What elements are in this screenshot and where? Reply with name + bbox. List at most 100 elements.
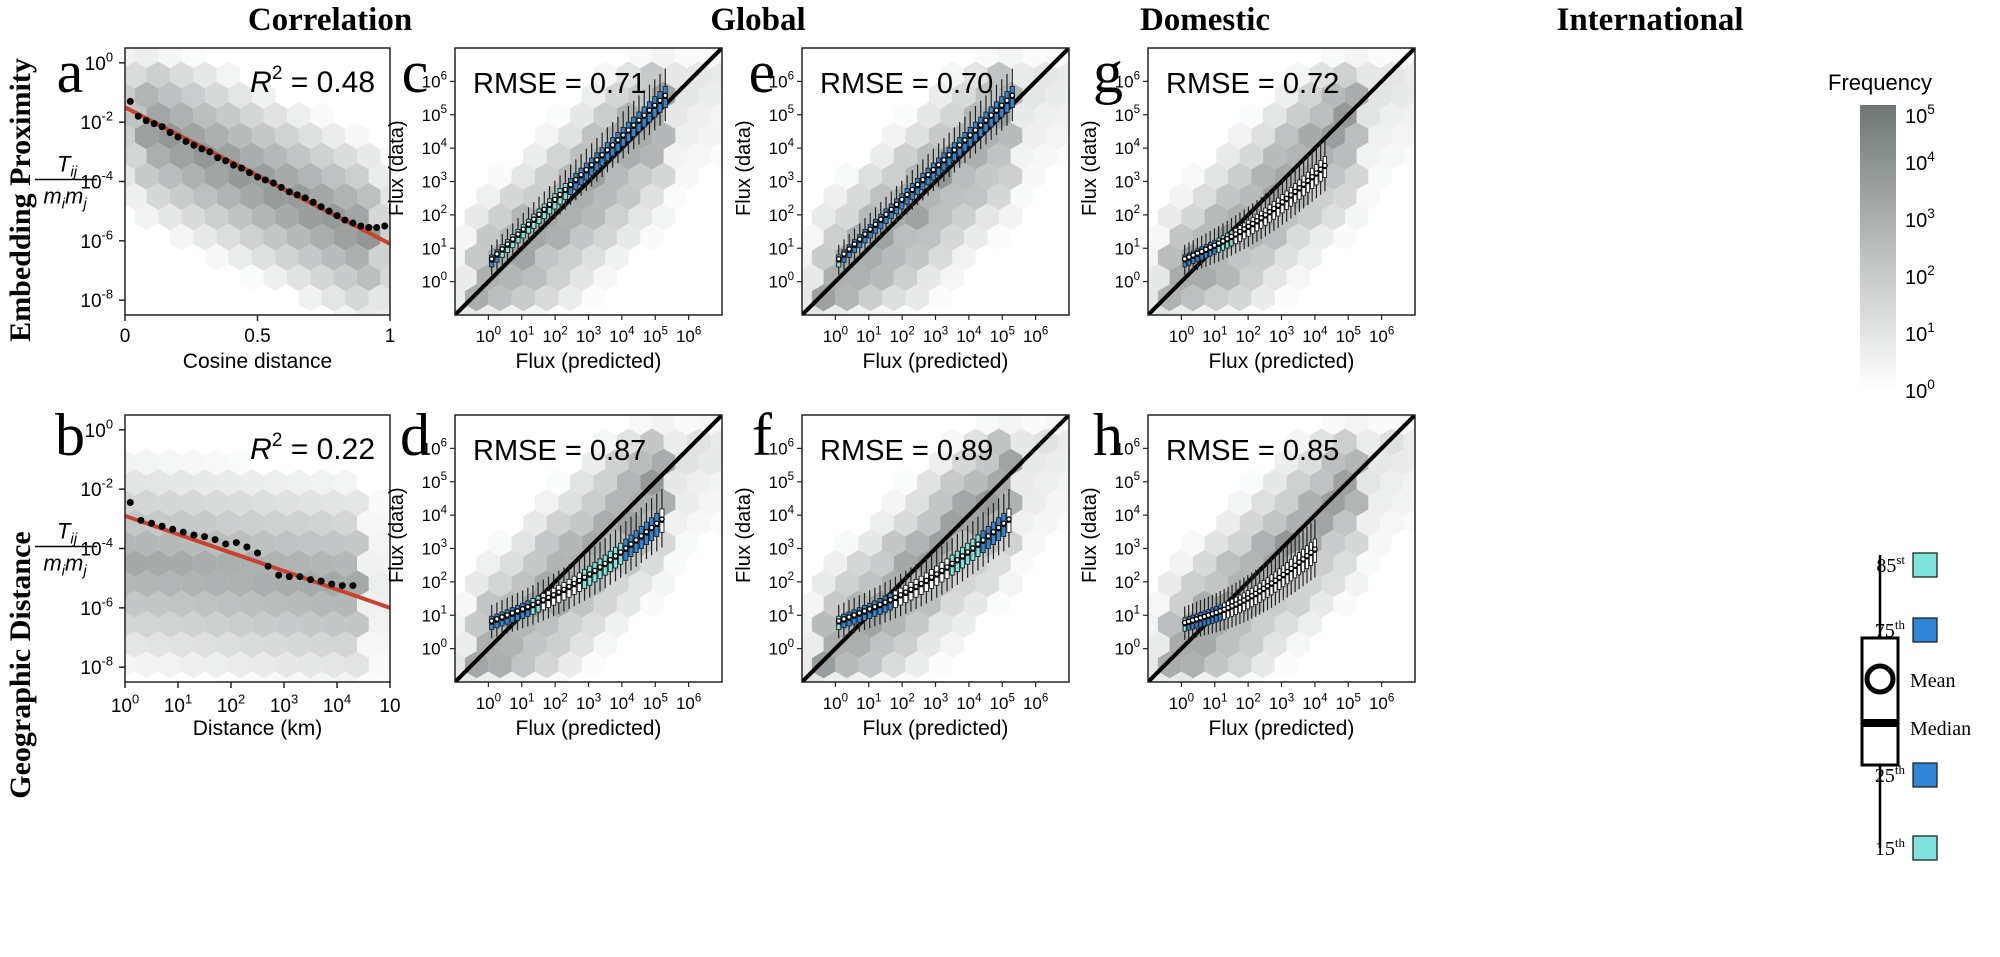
x-axis-label: Flux (predicted)	[863, 717, 1009, 740]
y-tick-label: 101	[1115, 238, 1140, 259]
y-tick-label: 106	[422, 71, 447, 92]
x-axis-label: Distance (km)	[193, 717, 323, 740]
colorbar-title: Frequency	[1828, 70, 1932, 95]
box-mean	[1296, 559, 1302, 566]
box-mean	[530, 601, 536, 608]
box-mean	[913, 583, 919, 590]
y-tick-label: 104	[769, 137, 795, 158]
box-mean	[1279, 199, 1286, 205]
x-tick-label: 106	[676, 325, 701, 346]
x-tick-label: 105	[1336, 325, 1361, 346]
x-tick-label: 100	[823, 692, 848, 713]
box-mean	[1004, 97, 1010, 104]
x-tick-label: 104	[956, 325, 982, 346]
panel-letter-g: g	[1093, 39, 1123, 105]
legend-label: Median	[1910, 718, 1971, 740]
box-mean	[530, 216, 537, 223]
box-mean	[883, 211, 889, 218]
box-mean	[504, 612, 511, 618]
row-title-embedding-proximity: Embedding Proximity	[4, 58, 37, 342]
y-tick-label: 104	[1115, 137, 1141, 158]
x-axis-label: Flux (predicted)	[516, 717, 662, 740]
box-mean	[604, 147, 611, 153]
x-tick-label: 103	[576, 325, 601, 346]
y-tick-label: 10-2	[80, 109, 113, 135]
data-point	[246, 169, 254, 177]
data-point	[174, 133, 182, 141]
box-mean	[615, 137, 621, 143]
box-mean	[939, 567, 945, 574]
box-mean	[546, 201, 553, 208]
x-tick-label: 101	[509, 325, 534, 346]
x-tick-label: 105	[643, 692, 668, 713]
box-mean	[653, 520, 660, 527]
box-mean	[918, 580, 925, 587]
data-point	[158, 522, 166, 530]
box-mean	[641, 112, 648, 119]
y-axis-label: Flux (data)	[1079, 487, 1101, 583]
data-point	[349, 582, 357, 590]
box-mean	[536, 211, 542, 218]
panel-letter-h: h	[1093, 402, 1123, 468]
box-mean	[964, 549, 971, 555]
panel-letter-f: f	[752, 402, 772, 468]
legend-label: 25th	[1875, 762, 1906, 787]
y-tick-label: 103	[422, 538, 447, 559]
box-mean	[646, 107, 653, 114]
box-mean	[555, 589, 562, 596]
box-mean	[851, 241, 858, 247]
data-point	[275, 571, 283, 579]
box-mean	[1262, 212, 1269, 218]
column-title-international: International	[1556, 2, 1743, 38]
y-tick-label: 102	[769, 204, 794, 225]
panel-a: 100 10-2 10-4 10-6 10-8 0 0.5 1 Cosine distance T…	[35, 39, 395, 373]
box-mean	[515, 231, 521, 238]
y-tick-label: 104	[422, 137, 448, 158]
y-tick-label: 100	[1115, 638, 1140, 659]
box-mean	[851, 612, 858, 618]
x-tick-label: 103	[923, 692, 948, 713]
box-mean	[1288, 565, 1295, 572]
data-point	[254, 549, 261, 557]
colorbar-tick-label: 105	[1905, 102, 1935, 128]
y-tick-label: 100	[1115, 271, 1140, 292]
box-mean	[597, 564, 603, 570]
rmse-label: RMSE = 0.71	[473, 68, 646, 100]
box-mean	[1271, 205, 1277, 212]
box-mean	[1284, 568, 1291, 575]
box-mean	[925, 171, 931, 178]
box-mean	[882, 599, 888, 606]
x-tick-label: 100	[1169, 325, 1194, 346]
data-point	[307, 576, 314, 584]
legend-swatch	[1912, 552, 1938, 578]
data-point	[365, 223, 373, 231]
box-mean	[499, 246, 506, 252]
data-point	[338, 582, 346, 590]
x-tick-label: 101	[509, 692, 534, 713]
x-tick-label: 0.5	[244, 326, 270, 347]
data-point	[333, 212, 341, 220]
box-mean	[622, 545, 629, 551]
box-mean	[609, 142, 616, 148]
y-tick-label: 100	[85, 49, 113, 75]
box-mean	[1000, 520, 1007, 527]
box-mean	[509, 610, 516, 616]
box-mean	[967, 132, 974, 138]
y-tick-label: 103	[1115, 171, 1140, 192]
x-tick-label: 104	[609, 692, 635, 713]
box-mean	[1241, 226, 1248, 232]
box-mean	[1304, 552, 1310, 559]
box-mean	[643, 528, 650, 535]
box-mean	[1249, 220, 1256, 227]
box-mean	[561, 586, 567, 593]
box-mean	[562, 186, 569, 193]
x-axis-label: Flux (predicted)	[1209, 350, 1355, 373]
legend-label: 75th	[1875, 617, 1906, 642]
box-mean	[1317, 166, 1324, 173]
data-point	[296, 573, 304, 581]
data-point	[222, 540, 230, 548]
x-tick-label: 101	[1202, 325, 1227, 346]
x-tick-label: 100	[111, 691, 139, 717]
box-mean	[550, 591, 557, 598]
box-mean	[977, 122, 984, 128]
